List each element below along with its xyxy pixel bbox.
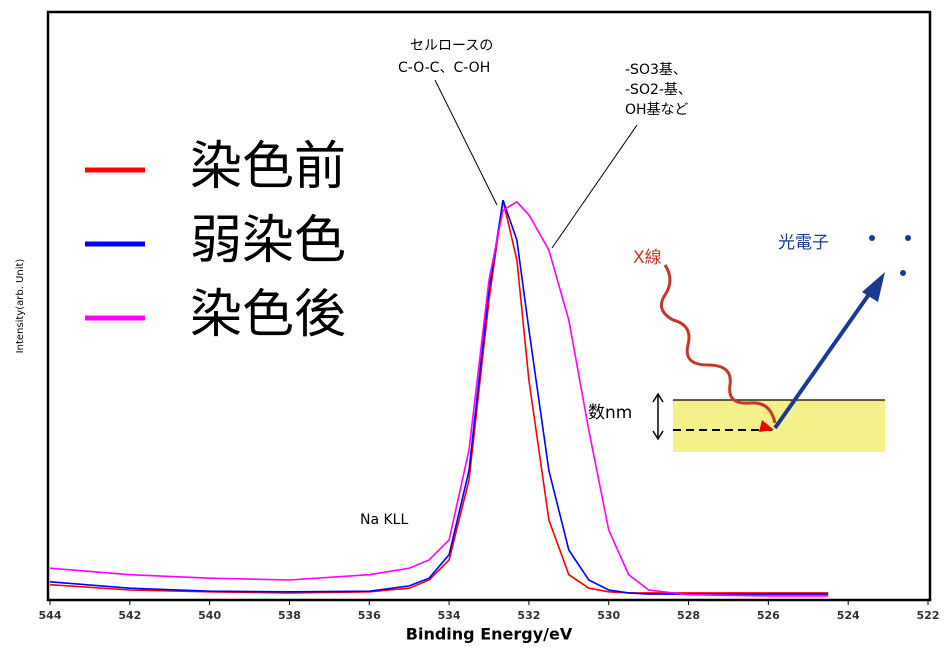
x-tick-label: 536 xyxy=(358,609,381,622)
legend-label: 弱染色 xyxy=(190,211,346,271)
x-tick-label: 534 xyxy=(438,609,461,622)
x-axis-label: Binding Energy/eV xyxy=(406,625,573,644)
y-axis-label: Intensity(arb. Unit) xyxy=(15,259,26,354)
inset-label: 数nm xyxy=(588,403,632,423)
chart: Binding Energy/eV Intensity(arb. Unit) セ… xyxy=(0,0,947,645)
inset-label: 光電子 xyxy=(778,233,829,253)
series-line xyxy=(50,200,828,593)
electron xyxy=(905,235,911,241)
inset-label: X線 xyxy=(633,248,662,268)
annotation: Na KLL xyxy=(360,512,408,528)
legend-label: 染色後 xyxy=(190,285,346,345)
annotation: セルロースの xyxy=(410,38,493,54)
x-tick-label: 532 xyxy=(517,609,540,622)
x-tick-label: 540 xyxy=(198,609,221,622)
legend-label: 染色前 xyxy=(190,137,346,197)
series-line xyxy=(50,202,828,596)
electron xyxy=(869,235,875,241)
series-line xyxy=(50,200,828,594)
annotation: -SO2-基、 xyxy=(625,81,692,98)
electron xyxy=(900,270,906,276)
x-tick-label: 542 xyxy=(118,609,141,622)
annotation: -SO3基、 xyxy=(625,61,687,78)
xray-path xyxy=(661,265,775,423)
x-tick-label: 538 xyxy=(278,609,301,622)
x-tick-label: 522 xyxy=(917,609,940,622)
annotation: C-O-C、C-OH xyxy=(398,60,490,76)
annotation-line xyxy=(552,125,637,248)
x-tick-label: 544 xyxy=(39,609,62,622)
x-tick-label: 528 xyxy=(677,609,700,622)
annotation-line xyxy=(435,80,497,205)
surface-layer xyxy=(673,400,885,452)
inset-diagram: X線 光電子 数nm xyxy=(588,233,911,452)
x-tick-label: 526 xyxy=(757,609,780,622)
annotation: OH基など xyxy=(625,101,689,118)
x-tick-label: 524 xyxy=(837,609,860,622)
x-tick-label: 530 xyxy=(597,609,620,622)
